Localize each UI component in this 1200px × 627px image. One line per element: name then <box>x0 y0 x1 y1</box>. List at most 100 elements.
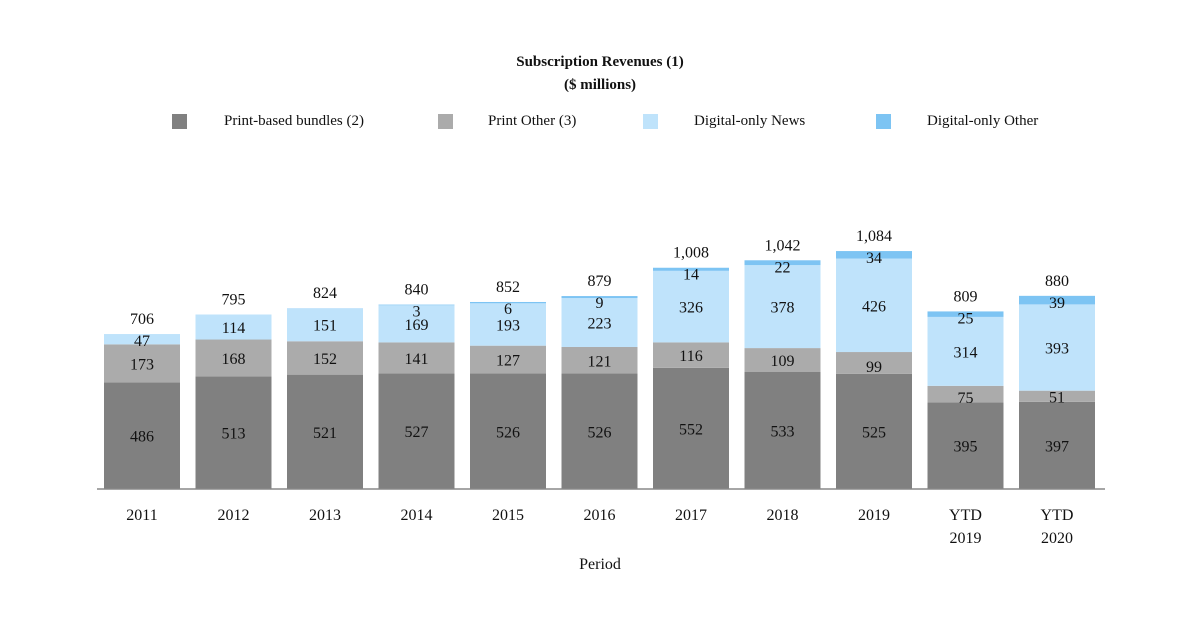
data-label: 151 <box>313 318 337 335</box>
data-label: 14 <box>683 267 699 284</box>
data-label: 22 <box>775 259 791 276</box>
x-tick-label: 2015 <box>492 507 524 524</box>
data-label: 533 <box>771 424 795 441</box>
bar-segment <box>836 373 912 489</box>
bar-segment <box>470 345 546 374</box>
data-label: 397 <box>1045 438 1069 455</box>
bar-segment <box>104 344 180 383</box>
total-label: 809 <box>954 288 978 305</box>
bar-segment <box>195 376 272 489</box>
bar-segment <box>836 352 912 374</box>
data-label: 527 <box>405 424 429 441</box>
legend-label: Digital-only News <box>694 113 806 129</box>
chart-subtitle: ($ millions) <box>563 77 637 93</box>
data-label: 526 <box>496 424 520 441</box>
data-label: 9 <box>596 295 604 312</box>
bar-segment <box>1019 390 1095 402</box>
data-label: 47 <box>134 333 150 350</box>
x-tick-label: 2013 <box>309 507 341 524</box>
bar-segment <box>744 372 821 489</box>
total-label: 880 <box>1045 273 1069 290</box>
x-tick-label: 2017 <box>675 507 707 524</box>
bar-segment <box>287 341 363 375</box>
data-label: 378 <box>771 300 795 317</box>
bar-segment <box>1019 295 1095 305</box>
legend-swatch <box>172 114 187 129</box>
bar-segment <box>287 374 363 489</box>
bar-segment <box>653 270 729 343</box>
legend-label: Digital-only Other <box>927 113 1039 129</box>
data-label: 109 <box>771 353 795 370</box>
data-label: 39 <box>1049 295 1065 312</box>
bar-segment <box>561 373 638 489</box>
data-label: 141 <box>405 351 429 368</box>
legend-swatch <box>643 114 658 129</box>
data-label: 152 <box>313 351 337 368</box>
legend-item-print-other: Print Other (3) <box>438 113 576 130</box>
bar-segment <box>195 339 272 377</box>
data-label: 526 <box>588 424 612 441</box>
data-label: 114 <box>222 320 245 337</box>
bar-segment <box>744 265 821 349</box>
legend-item-digital-news: Digital-only News <box>643 113 805 130</box>
data-label: 34 <box>866 250 882 267</box>
x-tick-label: 2019 <box>950 530 982 547</box>
data-label: 3 <box>413 304 421 321</box>
x-tick-label: 2019 <box>858 507 890 524</box>
data-label: 426 <box>862 298 886 315</box>
bar-segment <box>653 267 729 271</box>
bar-segment <box>1019 304 1095 391</box>
data-label: 121 <box>588 353 612 370</box>
bar-segment <box>470 373 546 489</box>
bar-segment <box>836 258 912 353</box>
x-tick-label: 2014 <box>401 507 433 524</box>
data-label: 75 <box>958 390 974 407</box>
bar-segment <box>104 334 180 345</box>
data-label: 51 <box>1049 390 1065 407</box>
total-label: 879 <box>588 273 612 290</box>
bar-segment <box>195 314 272 340</box>
data-label: 127 <box>496 353 520 370</box>
x-tick-label: YTD <box>1041 507 1074 524</box>
total-label: 1,008 <box>673 245 709 262</box>
data-label: 326 <box>679 300 703 317</box>
x-tick-label: 2020 <box>1041 530 1073 547</box>
data-label: 193 <box>496 317 520 334</box>
x-tick-label: YTD <box>949 507 982 524</box>
total-label: 852 <box>496 279 520 296</box>
x-tick-label: 2016 <box>584 507 616 524</box>
bar-segment <box>927 385 1004 403</box>
legend-item-print-bundles: Print-based bundles (2) <box>172 113 364 130</box>
data-label: 173 <box>130 356 154 373</box>
bar-segment <box>378 304 455 306</box>
data-label: 552 <box>679 421 703 438</box>
bar-segment <box>744 348 821 373</box>
data-label: 99 <box>866 359 882 376</box>
data-label: 486 <box>130 429 154 446</box>
bar-segment <box>561 298 638 347</box>
data-label: 395 <box>954 439 978 456</box>
data-label: 521 <box>313 425 337 442</box>
data-label: 513 <box>222 426 246 443</box>
data-label: 6 <box>504 301 512 318</box>
data-label: 169 <box>405 317 429 334</box>
legend-item-digital-other: Digital-only Other <box>876 113 1038 130</box>
bar-segment <box>836 251 912 259</box>
x-tick-label: 2011 <box>126 507 157 524</box>
bar-segment <box>561 346 638 374</box>
bar-segment <box>470 303 546 346</box>
bar-segment <box>927 311 1004 317</box>
total-label: 1,042 <box>765 237 801 254</box>
bar-segment <box>1019 401 1095 489</box>
bar-segment <box>653 342 729 368</box>
x-axis-label: Period <box>579 556 621 573</box>
legend-swatch <box>438 114 453 129</box>
bar-segment <box>744 260 821 266</box>
x-tick-label: 2018 <box>767 507 799 524</box>
chart-title: Subscription Revenues (1) <box>516 54 684 70</box>
legend-label: Print-based bundles (2) <box>224 113 364 129</box>
total-label: 1,084 <box>856 228 892 245</box>
data-label: 223 <box>588 316 612 333</box>
data-label: 25 <box>958 310 974 327</box>
